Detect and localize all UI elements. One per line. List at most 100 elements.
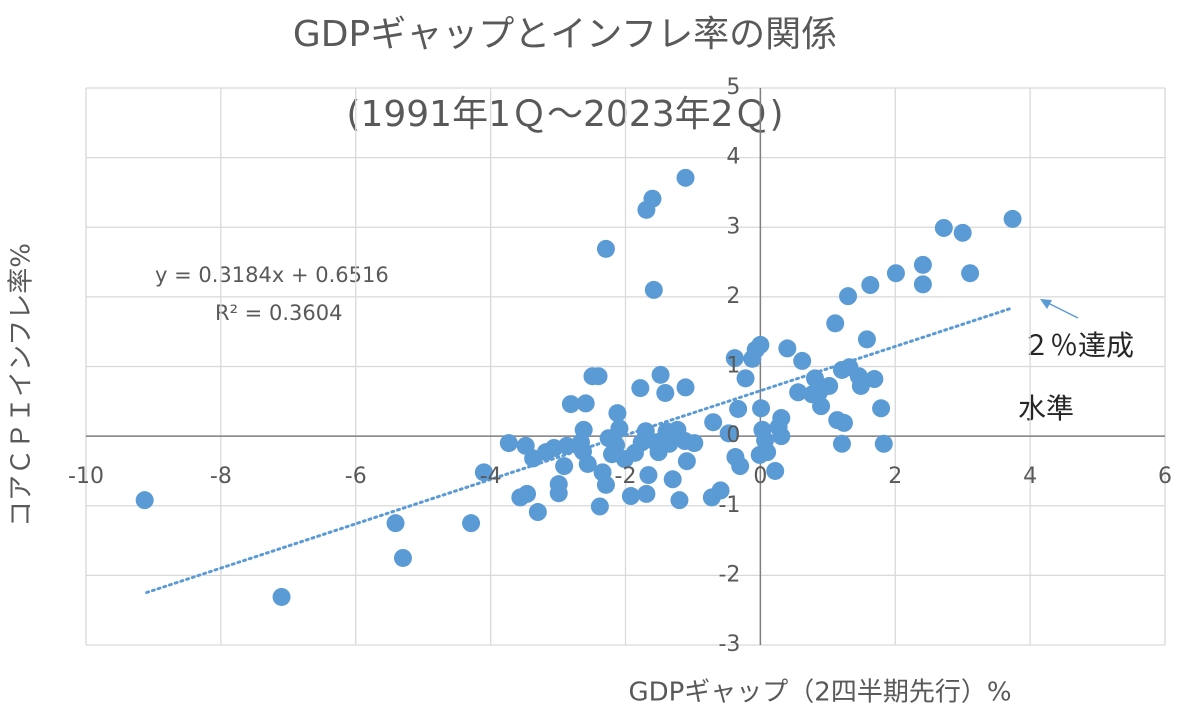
scatter-point [961,264,980,283]
y-tick-label: 5 [726,75,740,100]
scatter-point [725,349,744,368]
scatter-point [462,514,481,533]
scatter-point [135,491,154,510]
y-tick-label: -1 [718,493,740,518]
scatter-point [736,369,755,388]
scatter-point [953,223,972,242]
scatter-point [663,470,682,489]
scatter-point [778,339,797,358]
scatter-point [589,367,608,386]
scatter-point [670,491,689,510]
y-tick-label: -3 [718,632,740,657]
x-tick-label: -8 [210,464,232,489]
scatter-point [793,351,812,370]
scatter-point [685,434,704,453]
scatter-point [839,287,858,306]
scatter-point [272,587,291,606]
x-tick-label: 0 [753,464,767,489]
scatter-point [631,379,650,398]
x-tick-label: -10 [68,464,104,489]
scatter-point [596,475,615,494]
scatter-point [578,454,597,473]
x-axis-label: GDPギャップ（2四半期先行）% [628,678,1011,708]
annotation: 水準 [1018,392,1074,425]
scatter-point [393,548,412,567]
scatter-point [874,434,893,453]
scatter-point [576,394,595,413]
arrow-line [1045,301,1079,319]
y-tick-label: 4 [726,145,740,170]
scatter-point [834,413,853,432]
scatter-point [607,436,626,455]
x-tick-label: -2 [615,464,637,489]
scatter-point [872,399,891,418]
y-tick-label: -2 [718,562,740,587]
scatter-point [643,189,662,208]
y-tick-label: 2 [726,284,740,309]
scatter-point [752,399,771,418]
scatter-point [386,514,405,533]
scatter-point [590,497,609,516]
scatter-point [704,413,723,432]
y-tick-label: 1 [726,354,740,379]
y-axis-label: コアＣＰＩインフレ率% [7,243,37,527]
grid [85,87,1166,646]
chart-title: GDPギャップとインフレ率の関係 [293,14,837,55]
x-tick-label: 4 [1023,464,1037,489]
scatter-point [639,466,658,485]
scatter-point [561,395,580,414]
scatter-point [820,376,839,395]
scatter-point [865,370,884,389]
annotation: ２％達成 [1022,329,1134,362]
scatter-point [660,434,679,453]
r-squared: R² = 0.3604 [215,301,342,325]
arrow-head [1040,299,1052,309]
scatter-point [621,487,640,506]
scatter-point [574,420,593,439]
scatter-point [676,378,695,397]
scatter-point [518,484,537,503]
scatter-point [637,484,656,503]
scatter-point [528,503,547,522]
x-tick-label: -6 [345,464,367,489]
scatter-point [934,218,953,237]
scatter-point [711,481,730,500]
scatter-point [857,330,876,349]
scatter-point [1003,209,1022,228]
marks [135,168,1022,606]
scatter-point [729,399,748,418]
scatter-point [751,335,770,354]
x-tick-label: 2 [888,464,902,489]
scatter-point [832,434,851,453]
trend-equation: y = 0.3184x + 0.6516 [155,263,389,287]
scatter-point [474,463,493,482]
scatter-point [555,457,574,476]
scatter-point [557,436,576,455]
scatter-point [676,168,695,187]
scatter-point [758,443,777,462]
scatter-point [651,365,670,384]
scatter-point [789,383,808,402]
scatter-point [731,457,750,476]
annotation-arrow [1040,299,1079,319]
scatter-point [772,427,791,446]
scatter-point [772,409,791,428]
scatter-point [677,452,696,471]
trendline [145,307,1012,594]
scatter-point [861,276,880,295]
scatter-point [549,484,568,503]
scatter-point [719,424,738,443]
scatter-point [596,239,615,258]
scatter-point [608,404,627,423]
scatter-point [913,275,932,294]
scatter-point [499,434,518,453]
x-tick-label: 6 [1158,464,1172,489]
scatter-point [656,383,675,402]
scatter-point [812,397,831,416]
x-tick-label: -4 [480,464,502,489]
y-tick-label: 3 [726,214,740,239]
scatter-point [886,264,905,283]
scatter-point [644,280,663,299]
